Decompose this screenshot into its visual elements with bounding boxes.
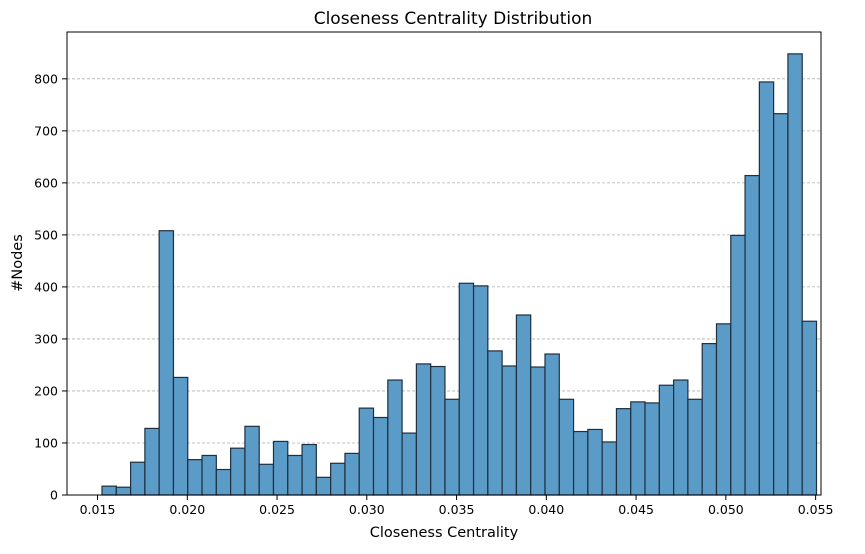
histogram-bar	[444, 398, 460, 496]
histogram-bar	[773, 113, 789, 496]
y-tick-label: 300	[34, 331, 58, 346]
x-tick-label: 0.020	[169, 502, 205, 517]
y-tick-label: 400	[34, 279, 58, 294]
histogram-bar	[272, 440, 289, 496]
histogram-bar	[544, 353, 560, 496]
y-tick-label: 600	[34, 175, 58, 190]
x-axis-ticks: 0.015 0.020 0.025 0.030 0.035 0.040 0.045 0.050…	[80, 495, 834, 517]
plot-frame	[66, 31, 822, 496]
histogram-bar	[730, 234, 746, 496]
histogram-bar	[644, 402, 660, 496]
histogram-bar	[315, 476, 332, 496]
histogram-bar	[501, 365, 518, 496]
y-tick-label: 200	[34, 383, 58, 398]
histogram-bar	[101, 485, 117, 496]
axes	[66, 31, 822, 496]
histogram-bar	[358, 407, 375, 496]
histogram-bar	[658, 384, 675, 496]
histogram-bar	[472, 285, 489, 496]
histogram-bar	[187, 459, 203, 496]
y-tick-label: 500	[34, 227, 58, 242]
histogram-bar	[115, 486, 132, 496]
y-tick-label: 100	[34, 435, 58, 450]
histogram-bar	[230, 447, 246, 496]
histogram-bar	[387, 379, 403, 496]
y-axis-label: #Nodes	[10, 234, 26, 292]
histogram-bar	[758, 81, 775, 496]
histogram-bar	[515, 314, 532, 496]
histogram-bar	[530, 366, 546, 496]
histogram-bar	[787, 53, 803, 496]
histogram-bar	[330, 462, 346, 496]
histogram-bar	[687, 398, 703, 496]
x-tick-label: 0.015	[80, 502, 116, 517]
x-tick-label: 0.035	[439, 502, 475, 517]
histogram-bar	[201, 454, 217, 496]
histogram-bar	[430, 365, 446, 496]
histogram-bar	[458, 282, 475, 496]
histogram-bar	[344, 452, 360, 496]
x-tick-label: 0.055	[798, 502, 834, 517]
x-tick-label: 0.040	[528, 502, 564, 517]
y-axis-ticks: 0 100 200 300 400 500 600 700 800	[34, 71, 67, 503]
histogram-bar	[587, 428, 603, 496]
histogram-bar	[572, 430, 589, 496]
y-tick-label: 700	[34, 123, 58, 138]
histogram-bar	[144, 427, 160, 496]
histogram-bar	[287, 454, 303, 496]
x-tick-label: 0.025	[259, 502, 295, 517]
histogram-bar	[744, 174, 760, 496]
histogram-bar	[558, 398, 575, 496]
histogram-bar	[615, 408, 632, 496]
y-tick-label: 800	[34, 71, 58, 86]
histogram-bar	[172, 376, 189, 496]
histogram-bar	[630, 401, 646, 496]
histogram-bar	[372, 416, 389, 496]
x-axis-label: Closeness Centrality	[370, 525, 519, 541]
histogram-bar	[601, 441, 618, 496]
bars	[101, 53, 818, 496]
histogram-bar	[715, 323, 732, 496]
y-tick-label: 0	[50, 488, 58, 503]
histogram-bar	[215, 468, 232, 496]
histogram-bar	[701, 343, 718, 496]
histogram-bar	[129, 461, 146, 496]
histogram-bar	[301, 443, 317, 496]
chart-title: Closeness Centrality Distribution	[314, 9, 593, 29]
histogram-bar	[258, 463, 275, 496]
x-tick-label: 0.045	[618, 502, 654, 517]
histogram-bar	[801, 320, 818, 496]
histogram-bar	[158, 230, 175, 496]
histogram-bar	[487, 350, 503, 496]
x-tick-label: 0.050	[708, 502, 744, 517]
histogram-bar	[244, 425, 260, 496]
histogram-bar	[415, 363, 432, 496]
histogram-bar	[673, 379, 689, 496]
histogram-bar	[401, 432, 417, 496]
x-tick-label: 0.030	[349, 502, 385, 517]
